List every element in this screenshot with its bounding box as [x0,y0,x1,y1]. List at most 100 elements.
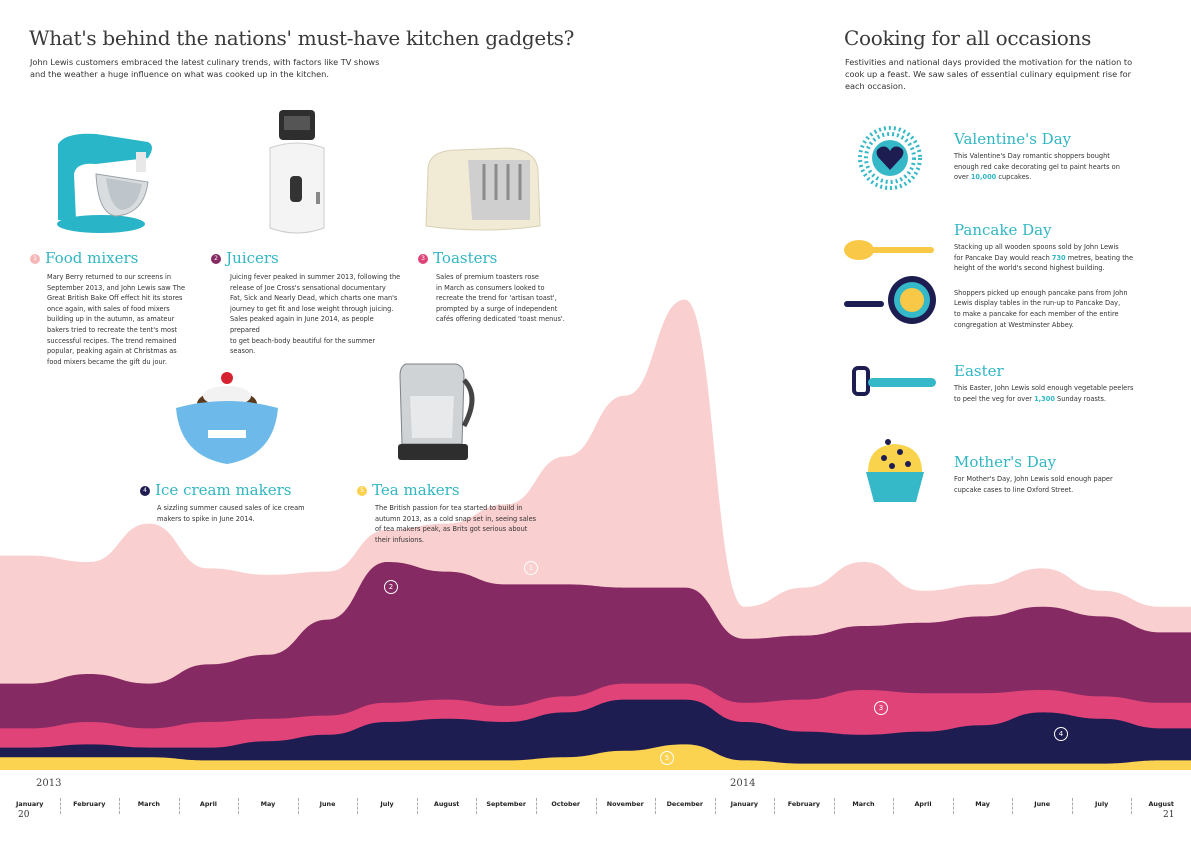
text-span: over [954,173,971,182]
month-tick [476,798,478,814]
month-label: July [1095,800,1109,808]
text-line: Fat, Sick and Nearly Dead, which charts … [230,294,398,303]
month-label: March [852,800,875,808]
intro-line: cook up a feast. We saw sales of essenti… [845,69,1132,79]
category-text: The British passion for tea started to b… [375,503,545,545]
cupcake-icon [866,439,924,502]
category-number: 5 [357,485,367,496]
month-tick [655,798,657,814]
occasion-title: Easter [954,362,1004,380]
month-label: January [16,800,44,808]
text-line: of tea makers peak, as Brits got serious… [375,525,528,534]
text-line: prompted by a surge of independent [436,304,558,313]
text-line: season. [230,347,256,356]
text-line: recreate the trend for 'artisan toast', [436,294,557,303]
month-tick [416,798,418,814]
text-line: Juicing fever peaked in summer 2013, fol… [230,273,401,281]
month-tick [297,798,299,814]
month-label: May [260,800,276,808]
month-tick [238,798,240,814]
text-line: cupcake cases to line Oxford Street. [954,485,1074,494]
category-ice-cream-makers: 4 Ice cream makers [140,480,291,499]
text-line: Lewis display tables in the run-up to Pa… [954,299,1121,308]
text-line: A sizzling summer caused sales of ice cr… [157,504,305,512]
month-label: January [730,800,759,808]
month-tick [59,798,61,814]
month-label: June [319,800,336,808]
series-marker-toasters: 3 [874,701,888,715]
category-juicers: 2 Juicers [211,248,279,267]
text-line: For Mother's Day, John Lewis sold enough… [954,475,1113,483]
occasion-title: Valentine's Day [954,130,1072,148]
category-title: Ice cream makers [155,481,292,499]
month-tick [774,798,776,814]
highlight-number: 730 [1051,253,1066,262]
occasion-valentines: Valentine's Day This Valentine's Day rom… [954,130,1134,183]
text-line: release of Joe Cross's sensational docum… [230,283,386,292]
text-line: food mixers became the gift du jour. [47,357,167,366]
month-label: March [137,800,160,808]
category-title: Food mixers [45,249,139,267]
page-intro: John Lewis customers embraced the latest… [30,56,410,80]
text-line: congregation at Westminster Abbey. [954,320,1074,329]
text-line: to peel the veg for over 1,300 Sunday ro… [954,394,1139,405]
text-span: to peel the veg for over [954,394,1035,403]
month-tick [535,798,537,814]
text-line: height of the world's second highest bui… [954,264,1105,273]
month-tick [833,798,835,814]
text-span: Sunday roasts. [1054,394,1106,403]
category-text: A sizzling summer caused sales of ice cr… [157,503,317,524]
month-label: November [606,800,644,808]
month-label: February [73,800,106,808]
category-number: 2 [211,253,221,264]
occasions-intro: Festivities and national days provided t… [845,56,1145,92]
month-label: August [433,800,460,808]
intro-line: each occasion. [845,81,906,91]
month-tick [714,798,716,814]
text-span: cupcakes. [996,173,1032,182]
tea-maker-icon [398,363,475,460]
page-number-left: 20 [18,810,30,820]
category-number: 4 [140,485,150,496]
food-mixer-icon [57,133,152,233]
category-title: Juicers [226,249,279,267]
pancake-pan-icon [844,276,936,324]
ice-cream-maker-icon [176,372,278,464]
month-label: June [1034,800,1051,808]
month-label: April [914,800,932,808]
text-line: Stacking up all wooden spoons sold by Jo… [954,243,1119,251]
category-title: Toasters [433,249,498,267]
month-tick [595,798,597,814]
occasion-pancake-day: Pancake Day Stacking up all wooden spoon… [954,221,1139,330]
occasion-easter: Easter This Easter, John Lewis sold enou… [954,362,1139,404]
text-line: Shoppers picked up enough pancake pans f… [954,288,1128,297]
text-line: successful recipes. The trend remained [47,336,177,345]
occasion-title: Pancake Day [954,221,1052,239]
series-marker-food-mixers: 1 [524,561,538,575]
series-marker-ice-cream-makers: 4 [1054,727,1068,741]
month-label: May [975,800,990,808]
series-marker-tea-makers: 5 [660,751,674,765]
year-label-2013: 2013 [36,778,62,789]
month-label: July [380,800,394,808]
intro-line: and the weather a huge influence on what… [30,69,329,79]
text-line: building up in the autumn, as amateur [47,315,175,324]
text-span: metres, beating the [1065,253,1134,262]
text-line: This Easter, John Lewis sold enough vege… [954,384,1134,392]
category-text: Mary Berry returned to our screens in Se… [47,272,197,367]
page-number-right: 21 [1163,810,1175,820]
month-label: December [666,800,704,808]
category-number: 3 [418,253,428,264]
month-label: August [1148,800,1174,808]
category-toasters: 3 Toasters [418,248,497,267]
text-line: Great British Bake Off effect hit its st… [47,294,183,303]
page-title: What's behind the nations' must-have kit… [29,26,575,50]
text-line: makers to spike in June 2014. [157,514,255,523]
month-tick [1131,798,1133,814]
text-line: in March as consumers looked to [436,283,545,292]
category-text: Juicing fever peaked in summer 2013, fol… [230,272,405,357]
text-line: autumn 2013, as a cold snap set in, seei… [375,514,537,523]
text-line: popular, peaking again at Christmas as [47,347,177,356]
text-line: for Pancake Day would reach 730 metres, … [954,253,1139,264]
